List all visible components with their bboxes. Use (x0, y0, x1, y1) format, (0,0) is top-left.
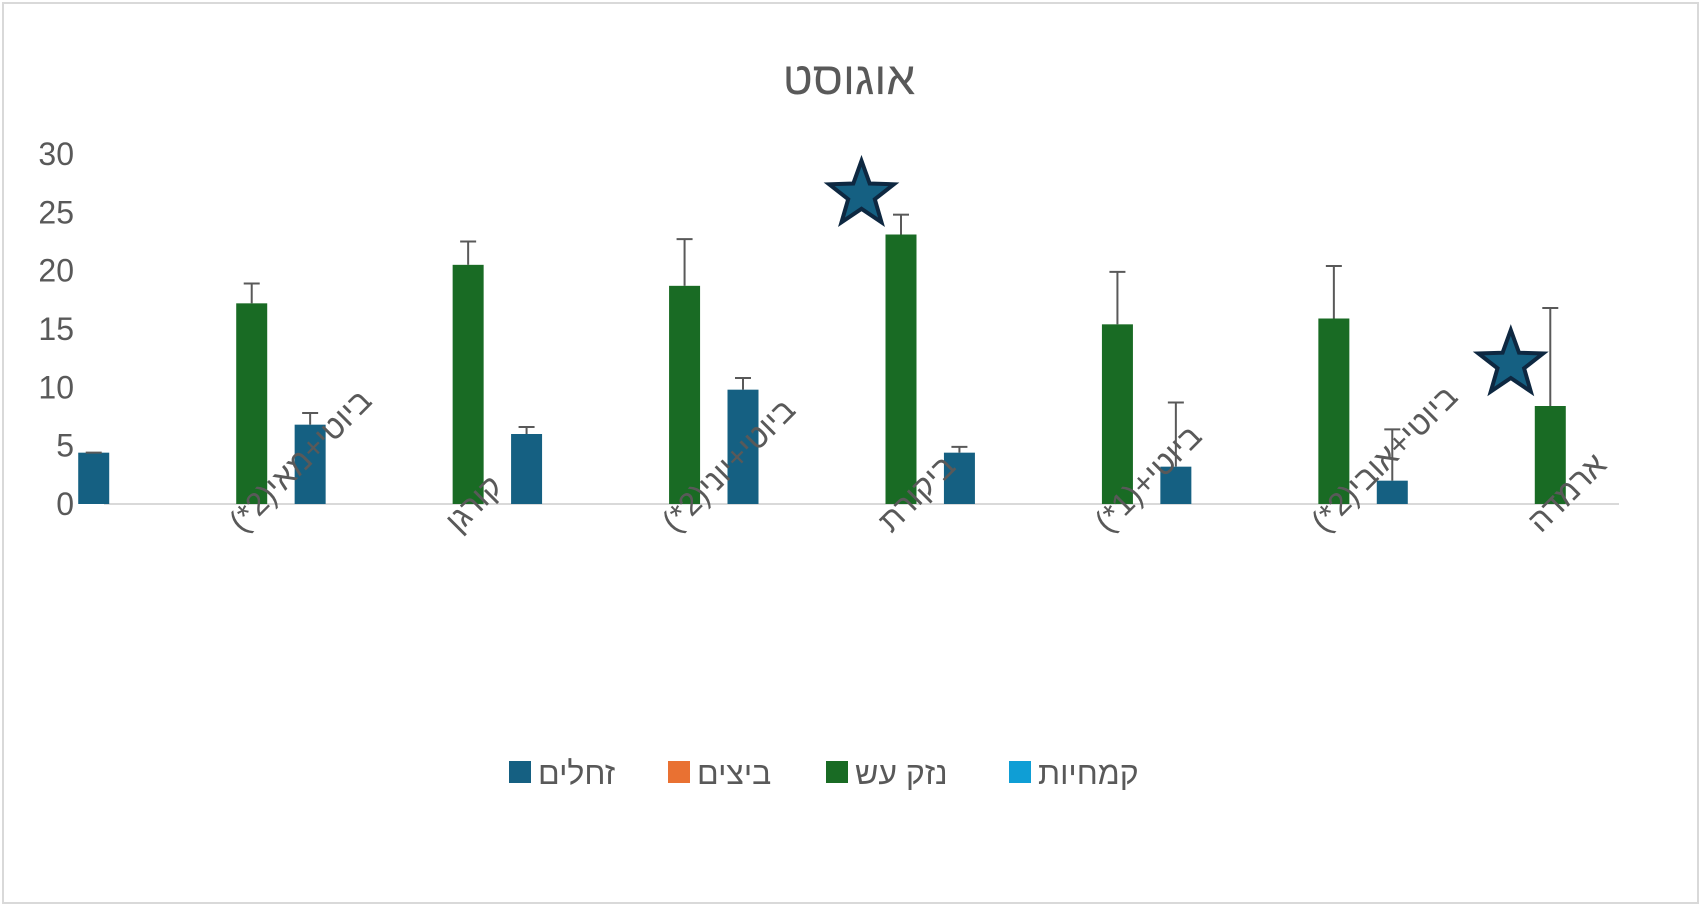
bar (727, 389, 759, 504)
x-tick-label: קורגן (438, 468, 509, 539)
legend: זחלים ביצים נזק עש קמחיות (509, 755, 1139, 791)
chart-canvas: אוגוסט 0 5 10 15 20 25 30 ביוטי+מאי(2*) קורגן בי… (38, 52, 1619, 791)
bar (78, 452, 110, 504)
y-tick-label: 15 (38, 311, 74, 347)
y-tick-label: 5 (56, 428, 74, 464)
legend-label: קמחיות (1038, 755, 1139, 791)
annotations (823, 154, 1549, 397)
legend-label: ביצים (697, 755, 771, 791)
legend-swatch (509, 761, 531, 783)
y-axis-ticks: 0 5 10 15 20 25 30 (38, 136, 74, 522)
y-tick-label: 20 (38, 253, 74, 289)
error-bars (85, 213, 1559, 481)
bar (1534, 406, 1566, 504)
y-tick-label: 25 (38, 194, 74, 230)
bar (1318, 318, 1350, 504)
legend-swatch (1009, 761, 1031, 783)
bar (511, 434, 543, 504)
bar (1376, 480, 1408, 504)
chart-title: אוגוסט (783, 52, 916, 104)
bar (294, 424, 326, 504)
x-tick-label: ארמדה (1520, 446, 1613, 539)
legend-swatch (668, 761, 690, 783)
bar (1160, 466, 1192, 504)
bar (236, 303, 268, 504)
y-tick-label: 0 (56, 486, 74, 522)
bar (669, 285, 701, 504)
star-icon (823, 154, 900, 228)
star-icon (1472, 324, 1549, 397)
bar (452, 264, 484, 504)
legend-swatch (826, 761, 848, 783)
category-labels: ביוטי+מאי(2*) קורגן ביוטי+יוני(2*) ביקורת בי… (222, 378, 1613, 539)
bar (943, 452, 975, 504)
y-tick-label: 10 (38, 369, 74, 405)
legend-label: נזק עש (855, 755, 948, 791)
bars (78, 234, 1566, 504)
bar (1101, 324, 1133, 504)
legend-label: זחלים (538, 755, 615, 791)
bar (885, 234, 917, 504)
y-tick-label: 30 (38, 136, 74, 172)
